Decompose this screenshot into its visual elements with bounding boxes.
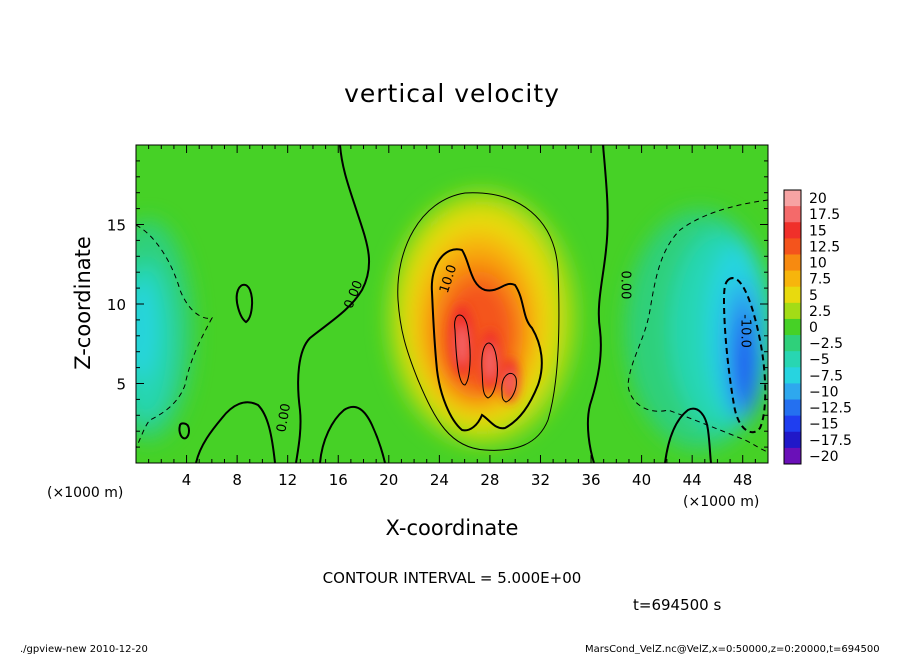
colorbar-swatch-16 <box>784 447 801 465</box>
x-tick-label-6: 28 <box>480 471 499 489</box>
footer-left: ./gpview-new 2010-12-20 <box>20 644 148 654</box>
y-tick-label-1: 10 <box>107 296 126 314</box>
colorbar-label-14: −15 <box>809 417 839 433</box>
contour-15a <box>454 314 471 386</box>
colorbar-label-8: 0 <box>809 320 818 336</box>
colorbar-label-9: −2.5 <box>809 336 843 352</box>
colorbar-swatch-5 <box>784 270 801 288</box>
colorbar-swatch-8 <box>784 318 801 336</box>
x-tick-label-9: 40 <box>632 471 651 489</box>
colorbar-swatch-15 <box>784 431 801 449</box>
contour-zero-small2 <box>178 422 190 440</box>
colorbar-label-7: 2.5 <box>809 304 831 320</box>
colorbar-label-11: −7.5 <box>809 368 843 384</box>
x-tick-label-1: 8 <box>232 471 242 489</box>
contour-lines <box>136 145 768 463</box>
contour-15b <box>481 342 498 399</box>
contour-zero-left-bottom <box>195 401 276 463</box>
colorbar-label-0: 20 <box>809 191 827 207</box>
colorbar-label-12: −10 <box>809 384 839 400</box>
colorbar-swatch-3 <box>784 238 801 255</box>
colorbar-swatch-12 <box>784 383 801 401</box>
x-unit-left: (×1000 m) <box>47 485 123 501</box>
colorbar-frame <box>783 189 802 465</box>
colorbar-label-2: 15 <box>809 223 827 239</box>
y-tick-label-0: 5 <box>116 376 126 394</box>
y-axis-label: Z-coordinate <box>71 236 95 370</box>
x-tick-label-10: 44 <box>683 471 702 489</box>
colorbar-swatch-4 <box>784 254 801 272</box>
contour-zero-right-bottom <box>664 407 712 463</box>
colorbar-label-16: −20 <box>809 449 839 465</box>
colorbar-swatch-9 <box>784 335 801 352</box>
colorbar-swatch-13 <box>784 399 801 417</box>
colorbar-swatch-10 <box>784 351 801 368</box>
contour-zero-left <box>295 145 370 463</box>
colorbar-swatch-11 <box>784 367 801 384</box>
chart-title: vertical velocity <box>344 79 560 108</box>
x-axis-label: X-coordinate <box>386 516 519 540</box>
contour-15c <box>501 373 517 403</box>
contour-labels: 10.00.00 0.000.00-10.0 <box>274 263 752 433</box>
contour-label-3: 0.00 <box>274 402 294 433</box>
colorbar-label-6: 5 <box>809 288 818 304</box>
x-unit-right: (×1000 m) <box>683 494 759 510</box>
x-tick-label-0: 4 <box>182 471 192 489</box>
y-tick-label-2: 15 <box>107 217 126 235</box>
colorbar-swatch-7 <box>784 302 801 320</box>
colorbar-label-4: 10 <box>809 256 827 272</box>
footer-right: MarsCond_VelZ.nc@VelZ,x=0:50000,z=0:2000… <box>585 644 880 654</box>
colorbar-swatch-14 <box>784 415 801 433</box>
x-tick-label-5: 24 <box>430 471 449 489</box>
x-tick-label-2: 12 <box>278 471 297 489</box>
x-tick-label-3: 16 <box>329 471 348 489</box>
contour-neg5-left <box>136 224 214 449</box>
contour-zero-mid-bottom <box>319 405 386 463</box>
contour-zero-small1 <box>235 283 254 324</box>
x-tick-label-11: 48 <box>733 471 752 489</box>
colorbar-label-3: 12.5 <box>809 239 840 255</box>
x-tick-label-7: 32 <box>531 471 550 489</box>
colorbar-swatch-6 <box>784 286 801 304</box>
colorbar-label-10: −5 <box>809 352 830 368</box>
colorbar-label-5: 7.5 <box>809 272 831 288</box>
contour-neg10 <box>722 277 767 434</box>
contour-10 <box>430 248 543 432</box>
colorbar-label-15: −17.5 <box>809 433 852 449</box>
contour-interval: CONTOUR INTERVAL = 5.000E+00 <box>323 569 582 587</box>
contour-zero-right <box>586 145 609 463</box>
colorbar: 2017.51512.5107.552.50−2.5−5−7.5−10−12.5… <box>783 189 852 465</box>
x-tick-label-8: 36 <box>581 471 600 489</box>
plot-area: 10.00.00 0.000.00-10.0 <box>136 145 768 463</box>
contour-5 <box>397 192 560 451</box>
colorbar-swatch-0 <box>784 190 801 207</box>
time-label: t=694500 s <box>633 596 721 614</box>
contour-label-2: 0.00 <box>617 270 632 299</box>
x-tick-label-4: 20 <box>379 471 398 489</box>
colorbar-label-13: −12.5 <box>809 401 852 417</box>
contour-label-4: -10.0 <box>737 314 752 348</box>
colorbar-swatch-2 <box>784 222 801 239</box>
contour-neg5-right <box>627 199 768 453</box>
colorbar-label-1: 17.5 <box>809 207 840 223</box>
colorbar-swatch-1 <box>784 206 801 223</box>
